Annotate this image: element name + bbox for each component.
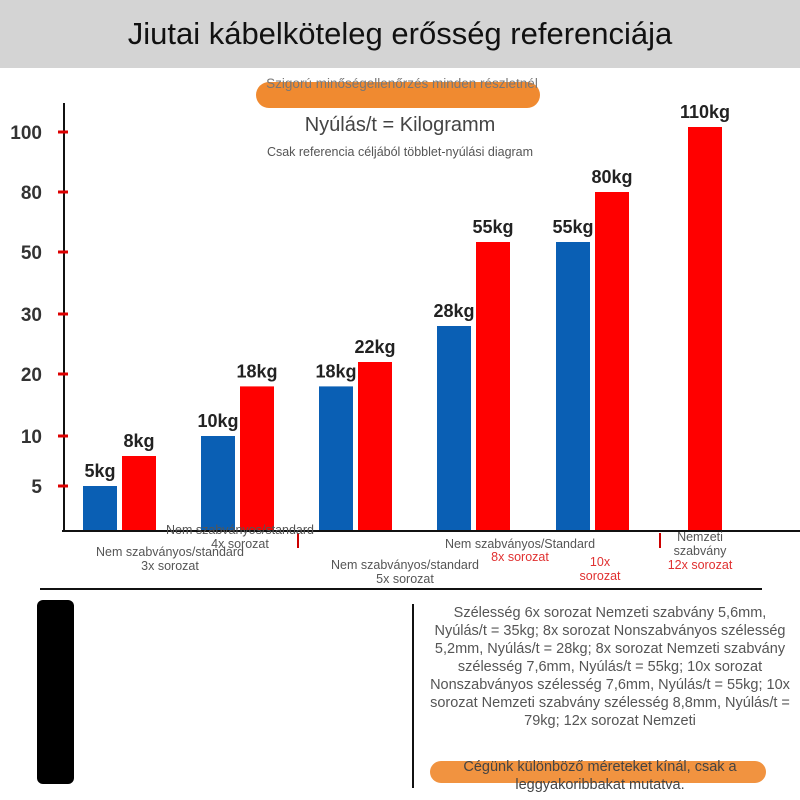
page-title: Jiutai kábelköteleg erősség referenciája — [0, 0, 800, 68]
bar-red — [358, 362, 392, 530]
chart-subtitle: Csak referencia céljából többlet-nyúlási… — [266, 145, 534, 159]
category-label: Nem szabványos/Standard 8x sorozat — [420, 537, 620, 564]
category-label: Nemzeti szabvány 12x sorozat — [650, 530, 750, 572]
divider — [40, 588, 762, 590]
bar-red — [122, 456, 156, 530]
bar-blue — [556, 242, 590, 530]
bar-red-label: 110kg — [680, 102, 730, 122]
bar-red — [476, 242, 510, 530]
category-line2: sorozat — [579, 569, 621, 583]
y-tick-label: 5 — [31, 477, 42, 498]
vertical-divider — [412, 604, 414, 788]
bar-blue-label: 5kg — [84, 461, 115, 481]
category-line2: 5x sorozat — [376, 572, 434, 586]
bar-red — [595, 192, 629, 530]
spec-note: Szélesség 6x sorozat Nemzeti szabvány 5,… — [430, 605, 790, 729]
y-tick-label: 80 — [21, 183, 42, 204]
category-label: Nem szabványos/standard 3x sorozat — [70, 545, 270, 573]
bar-blue-label: 28kg — [433, 301, 474, 321]
y-tick-label: 20 — [21, 365, 42, 386]
category-line1: Nem szabványos/Standard — [444, 537, 596, 551]
bar-red-label: 22kg — [354, 337, 395, 357]
bar-red — [688, 127, 722, 530]
category-line2: 3x sorozat — [141, 559, 199, 573]
category-line1: Nemzeti szabvány — [673, 530, 727, 558]
category-line1: Nem szabványos/standard — [166, 523, 314, 537]
bar-blue — [319, 386, 353, 530]
category-label: Nem szabványos/standard 4x sorozat — [140, 523, 340, 551]
top-badge-text: Szigorú minőségellenőrzés minden részlet… — [266, 76, 538, 91]
chart-title: Nyúlás/t = Kilogramm — [304, 114, 496, 136]
y-tick-label: 100 — [10, 123, 42, 144]
category-label: Nem szabványos/standard 5x sorozat — [305, 558, 505, 586]
black-bar-image — [37, 600, 74, 784]
bar-blue — [201, 436, 235, 530]
bar-blue-label: 18kg — [315, 361, 356, 381]
category-line1: Nem szabványos/standard — [331, 558, 479, 572]
bottom-badge-background — [430, 761, 766, 783]
category-line2: 8x sorozat — [491, 550, 549, 564]
bar-blue-label: 10kg — [197, 411, 238, 431]
bar-chart: 5 10 20 30 50 80 100 5kg 8kg 10kg 18kg 18kg 22kg 28kg… — [10, 102, 800, 548]
category-label: 10x sorozat — [560, 555, 640, 583]
y-tick-label: 50 — [21, 243, 42, 264]
bar-red-label: 55kg — [472, 217, 513, 237]
top-badge-background — [256, 82, 540, 108]
bar-red-label: 18kg — [236, 361, 277, 381]
y-tick-label: 30 — [21, 305, 42, 326]
category-line1: 10x — [589, 555, 611, 569]
category-line2: 12x sorozat — [667, 558, 733, 572]
bar-blue — [437, 326, 471, 530]
bar-blue — [83, 486, 117, 530]
bar-red — [240, 386, 274, 530]
bar-red-label: 80kg — [591, 167, 632, 187]
bottom-badge-text: Cégünk különböző méreteket kínál, csak a… — [463, 759, 737, 793]
bar-red-label: 8kg — [123, 431, 154, 451]
category-line2: 4x sorozat — [211, 537, 269, 551]
y-tick-label: 10 — [21, 427, 42, 448]
category-line1: Nem szabványos/standard — [96, 545, 244, 559]
bar-blue-label: 55kg — [552, 217, 593, 237]
